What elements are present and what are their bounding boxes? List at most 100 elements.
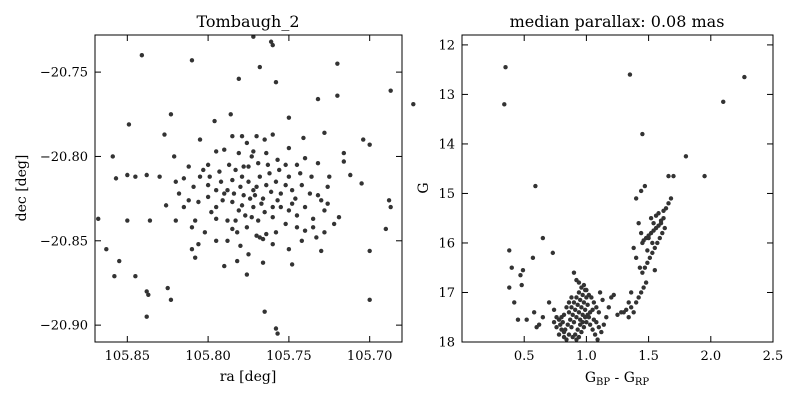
data-point [606, 305, 611, 310]
data-point [236, 76, 242, 82]
data-point [646, 235, 651, 241]
data-point [640, 270, 645, 275]
data-point [569, 324, 574, 330]
data-point [633, 300, 639, 305]
data-point [551, 307, 557, 313]
data-point [590, 327, 595, 332]
data-point [241, 193, 246, 198]
plot-frame-right [461, 34, 774, 343]
data-point [315, 193, 321, 198]
data-point [230, 177, 235, 183]
data-point [275, 331, 280, 336]
data-point [359, 181, 364, 186]
data-point [225, 218, 230, 223]
data-point [642, 265, 648, 270]
data-point [519, 282, 524, 288]
data-point [302, 155, 308, 161]
data-point [702, 173, 707, 179]
data-point [599, 329, 604, 335]
data-point [564, 305, 569, 310]
data-point [540, 235, 546, 241]
data-point [643, 280, 649, 285]
data-point [638, 230, 644, 236]
data-point [576, 310, 582, 315]
data-point [721, 99, 726, 105]
data-point [186, 198, 191, 203]
data-point [637, 265, 643, 270]
data-point [597, 290, 603, 295]
data-point [254, 184, 259, 190]
data-point [575, 327, 580, 332]
data-point [566, 300, 572, 305]
data-point [668, 196, 674, 201]
data-point [576, 280, 582, 285]
data-point [641, 285, 646, 290]
data-point [213, 204, 219, 210]
data-point [645, 248, 650, 253]
data-point [249, 154, 254, 159]
data-point [110, 154, 115, 159]
data-point [388, 88, 393, 93]
data-point [286, 247, 292, 252]
data-point [286, 174, 292, 179]
data-point [196, 199, 201, 205]
data-point [278, 204, 284, 210]
data-point [648, 216, 654, 221]
data-point [633, 196, 639, 201]
data-point [275, 157, 280, 163]
data-point [626, 300, 631, 305]
data-point [574, 315, 579, 320]
data-point [273, 326, 279, 331]
data-point [283, 182, 288, 188]
data-point [309, 174, 314, 179]
data-point [112, 274, 117, 279]
data-point [205, 182, 211, 188]
data-point [650, 240, 655, 246]
data-point [205, 162, 211, 168]
data-point [257, 64, 263, 70]
data-point [301, 135, 306, 141]
data-point [310, 216, 316, 222]
x-axis-label-right-sub1: BP [596, 377, 610, 388]
data-point [234, 258, 240, 264]
data-point [168, 297, 174, 303]
data-point [512, 300, 517, 305]
data-point [564, 337, 569, 342]
data-point [289, 201, 295, 206]
data-point [640, 240, 645, 246]
data-point [265, 162, 271, 168]
data-point [509, 265, 514, 270]
data-point [640, 131, 645, 137]
data-point [655, 240, 660, 246]
data-point [226, 162, 232, 168]
data-point [255, 161, 261, 166]
data-point [286, 208, 292, 213]
data-point [239, 174, 245, 179]
data-point [165, 285, 170, 291]
data-point [201, 167, 206, 173]
data-point [584, 287, 589, 293]
data-point [181, 176, 187, 181]
data-point [207, 174, 212, 179]
data-point [515, 317, 521, 322]
data-point [341, 159, 347, 164]
data-point [636, 295, 641, 300]
y-tick-label: −20.75 [40, 66, 88, 81]
data-point [573, 332, 578, 337]
y-tick-label: 15 [438, 187, 455, 202]
x-ticks-left: 105.85 105.80 105.75 105.70 [105, 35, 392, 364]
data-point [270, 42, 275, 48]
data-point [531, 310, 537, 315]
data-point [249, 214, 254, 220]
data-point [322, 130, 327, 136]
data-point [671, 173, 676, 179]
data-point [113, 176, 119, 181]
data-point [411, 101, 416, 107]
data-point [574, 337, 579, 342]
data-point [213, 187, 219, 193]
data-point [624, 307, 629, 313]
data-point [125, 218, 130, 223]
data-point [243, 213, 248, 218]
data-point [255, 218, 261, 223]
data-point [268, 39, 274, 44]
